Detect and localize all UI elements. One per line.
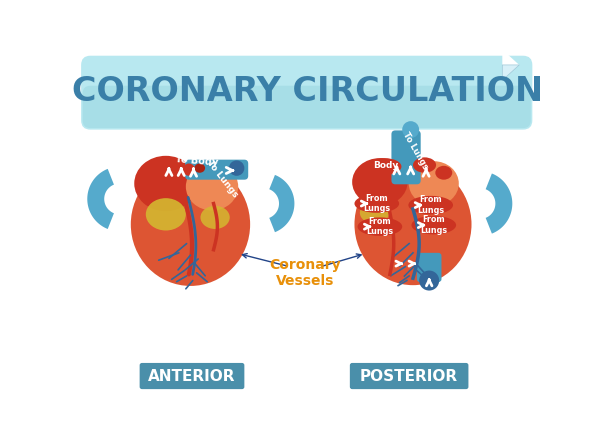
Ellipse shape: [186, 163, 238, 210]
Circle shape: [402, 121, 419, 138]
Circle shape: [183, 163, 195, 176]
Circle shape: [161, 163, 173, 176]
Text: From
Lungs: From Lungs: [363, 194, 391, 213]
Ellipse shape: [409, 161, 459, 206]
FancyBboxPatch shape: [391, 130, 421, 184]
Ellipse shape: [194, 163, 205, 173]
Polygon shape: [485, 174, 512, 234]
FancyBboxPatch shape: [83, 86, 531, 128]
FancyBboxPatch shape: [185, 160, 248, 180]
FancyBboxPatch shape: [417, 253, 442, 282]
Text: From
Lungs: From Lungs: [367, 217, 394, 236]
Ellipse shape: [146, 198, 186, 231]
Ellipse shape: [360, 202, 389, 223]
Ellipse shape: [168, 158, 185, 172]
Text: ANTERIOR: ANTERIOR: [148, 368, 236, 384]
Circle shape: [419, 271, 439, 291]
Ellipse shape: [413, 158, 436, 173]
Polygon shape: [269, 175, 295, 232]
Text: CORONARY CIRCULATION: CORONARY CIRCULATION: [72, 75, 543, 109]
Text: To
Body: To Body: [373, 151, 398, 170]
Text: From Body: From Body: [475, 177, 484, 231]
Ellipse shape: [134, 156, 197, 211]
Text: Coronary
Vessels: Coronary Vessels: [269, 258, 341, 288]
Polygon shape: [502, 65, 519, 81]
Polygon shape: [502, 49, 519, 65]
Circle shape: [229, 161, 244, 176]
FancyBboxPatch shape: [140, 363, 244, 389]
Text: From Body: From Body: [115, 172, 124, 226]
Text: To Body: To Body: [175, 154, 218, 167]
Ellipse shape: [412, 216, 456, 235]
Ellipse shape: [131, 163, 250, 286]
Ellipse shape: [368, 158, 401, 175]
Text: POSTERIOR: POSTERIOR: [360, 368, 458, 384]
Ellipse shape: [358, 218, 402, 236]
Text: From
Lungs: From Lungs: [420, 215, 448, 235]
Polygon shape: [87, 169, 114, 229]
Text: To Lungs: To Lungs: [401, 131, 430, 171]
FancyBboxPatch shape: [81, 56, 532, 129]
Ellipse shape: [355, 163, 472, 285]
Ellipse shape: [200, 206, 230, 229]
FancyBboxPatch shape: [350, 363, 469, 389]
Ellipse shape: [352, 158, 407, 206]
Ellipse shape: [436, 166, 452, 180]
Text: To Lungs: To Lungs: [205, 158, 240, 199]
Ellipse shape: [355, 194, 399, 213]
Ellipse shape: [409, 196, 453, 214]
Text: From
Lungs: From Lungs: [417, 195, 444, 215]
